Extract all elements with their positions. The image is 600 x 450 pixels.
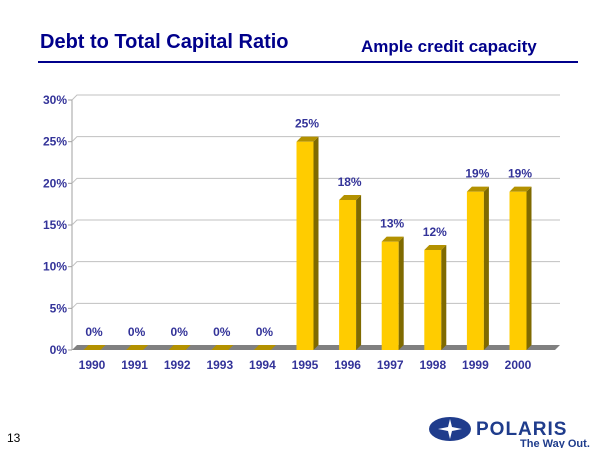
bar-side [526,186,532,350]
data-label: 18% [338,175,362,189]
y-tick-label: 30% [43,93,67,107]
bar-top [509,186,532,192]
bar-2000 [509,191,527,350]
data-label: 13% [380,217,404,231]
data-label: 0% [171,325,189,339]
polaris-logo: POLARIS The Way Out. [429,417,590,448]
x-tick-label: 1992 [164,358,191,372]
slide-subtitle: Ample credit capacity [361,37,537,56]
y-tick-label: 0% [50,343,68,357]
svg-text:The Way Out.: The Way Out. [520,438,590,448]
x-tick-label: 1996 [334,358,361,372]
bar-top [381,236,404,242]
data-label: 0% [128,325,146,339]
bar-top [296,136,319,142]
bar-side [483,186,489,350]
gridline [71,219,560,226]
data-label: 0% [85,325,103,339]
bar-1997 [381,241,399,350]
gridline [71,94,560,101]
x-tick-label: 1999 [462,358,489,372]
bar-top [424,245,447,250]
svg-text:POLARIS: POLARIS [476,419,567,440]
bar-top [83,345,106,350]
y-tick-label: 15% [43,218,67,232]
bar-side [441,245,447,350]
bar-top [339,195,362,200]
bar-side [398,236,404,350]
x-tick-label: 1991 [121,358,148,372]
x-tick-label: 2000 [505,358,532,372]
x-tick-label: 1994 [249,358,276,372]
x-tick-label: 1995 [292,358,319,372]
y-tick-label: 25% [43,135,67,149]
x-tick-label: 1993 [206,358,233,372]
x-tick-label: 1998 [419,358,446,372]
title-underline [38,61,578,63]
page-number: 13 [7,431,21,445]
data-label: 0% [213,325,231,339]
slide-title: Debt to Total Capital Ratio [40,31,289,53]
gridline [71,177,560,184]
bar-1995 [296,141,314,350]
x-tick-label: 1997 [377,358,404,372]
bar-side [356,195,362,350]
bar-1996 [339,200,357,350]
y-tick-label: 20% [43,176,67,190]
data-label: 12% [423,225,447,239]
bar-top [211,345,234,350]
bar-1998 [424,250,442,350]
bar-top [253,345,276,350]
gridline [71,136,560,143]
bar-top [126,345,149,350]
bar-side [313,136,319,350]
bar-top [466,186,489,192]
y-tick-label: 10% [43,260,67,274]
bar-1999 [466,191,484,350]
bar-top [168,345,191,350]
data-label: 25% [295,117,319,131]
y-tick-label: 5% [50,301,68,315]
data-label: 19% [465,167,489,181]
x-tick-label: 1990 [79,358,106,372]
data-label: 0% [256,325,274,339]
data-label: 19% [508,167,532,181]
